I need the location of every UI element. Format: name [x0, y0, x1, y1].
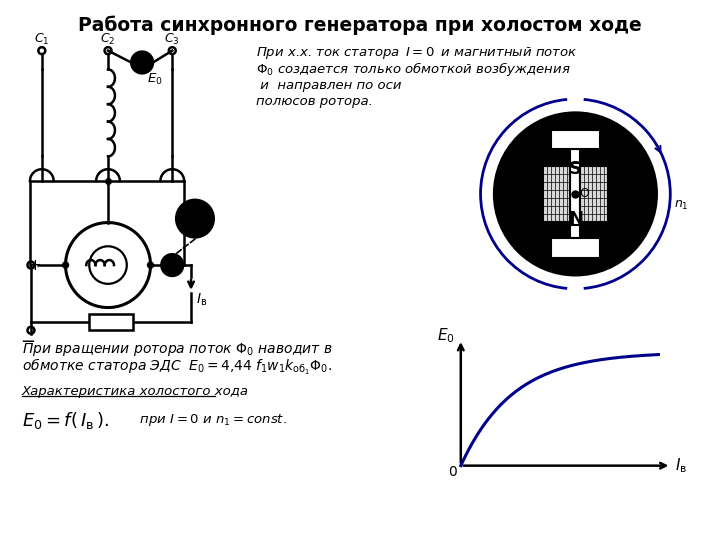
Text: $C_3$: $C_3$	[164, 32, 180, 48]
Text: S: S	[569, 160, 582, 178]
Text: $I_\mathrm{в}$: $I_\mathrm{в}$	[196, 292, 207, 308]
Circle shape	[148, 262, 153, 268]
Circle shape	[518, 240, 528, 252]
Circle shape	[496, 188, 507, 199]
Bar	[551, 238, 600, 258]
Text: полюсов ротора.: полюсов ротора.	[256, 94, 373, 107]
Text: $C_2$: $C_2$	[100, 32, 116, 48]
Text: Характеристика холостого хода: Характеристика холостого хода	[22, 385, 249, 398]
Circle shape	[622, 240, 633, 252]
Text: $E_0$: $E_0$	[437, 326, 455, 345]
Text: $C_1$: $C_1$	[34, 32, 50, 48]
Bar	[570, 150, 580, 238]
Circle shape	[161, 254, 183, 276]
Text: +: +	[29, 258, 41, 273]
Bar	[543, 166, 570, 221]
Text: $E_0$: $E_0$	[147, 72, 163, 87]
Text: V: V	[138, 56, 147, 69]
Bar	[570, 150, 580, 163]
Text: 0: 0	[449, 464, 457, 478]
Text: A: A	[168, 259, 177, 272]
Text: При х.х. ток статора $\,I=0\,$ и магнитный поток: При х.х. ток статора $\,I=0\,$ и магнитн…	[256, 45, 578, 60]
Bar	[580, 166, 608, 221]
Text: $I_\mathrm{в}$: $I_\mathrm{в}$	[675, 456, 688, 475]
Circle shape	[570, 262, 581, 273]
Text: и  направлен по оси: и направлен по оси	[256, 79, 402, 92]
Text: Работа синхронного генератора при холостом ходе: Работа синхронного генератора при холост…	[78, 15, 642, 35]
Circle shape	[495, 113, 657, 275]
Text: при $I = 0$ и $n_1{=}const.$: при $I = 0$ и $n_1{=}const.$	[123, 412, 287, 428]
Circle shape	[570, 115, 581, 126]
Text: $n_1$: $n_1$	[674, 199, 689, 212]
Text: $E_0 = f(\,I_\mathrm{в}\,).$: $E_0 = f(\,I_\mathrm{в}\,).$	[22, 410, 109, 431]
Circle shape	[644, 188, 654, 199]
Circle shape	[176, 200, 214, 238]
Text: N: N	[568, 210, 583, 228]
Bar	[89, 314, 133, 330]
Text: обмотке статора ЭДС $\;E_0 = 4{,}44\;f_1 w_1 k_{\mathrm{об}_1} \Phi_0.$: обмотке статора ЭДС $\;E_0 = 4{,}44\;f_1…	[22, 357, 333, 377]
Circle shape	[622, 137, 633, 147]
Circle shape	[518, 137, 528, 147]
Circle shape	[63, 262, 68, 268]
Circle shape	[131, 52, 153, 73]
Text: При вращении ротора поток $\Phi_0$ наводит в: При вращении ротора поток $\Phi_0$ навод…	[22, 341, 333, 357]
Text: ПД: ПД	[184, 212, 205, 226]
Bar	[570, 225, 580, 238]
Text: −: −	[20, 333, 35, 351]
Bar	[551, 130, 600, 150]
Text: O: O	[580, 187, 589, 200]
Text: $\Phi_0$ создается только обмоткой возбуждения: $\Phi_0$ создается только обмоткой возбу…	[256, 60, 571, 78]
